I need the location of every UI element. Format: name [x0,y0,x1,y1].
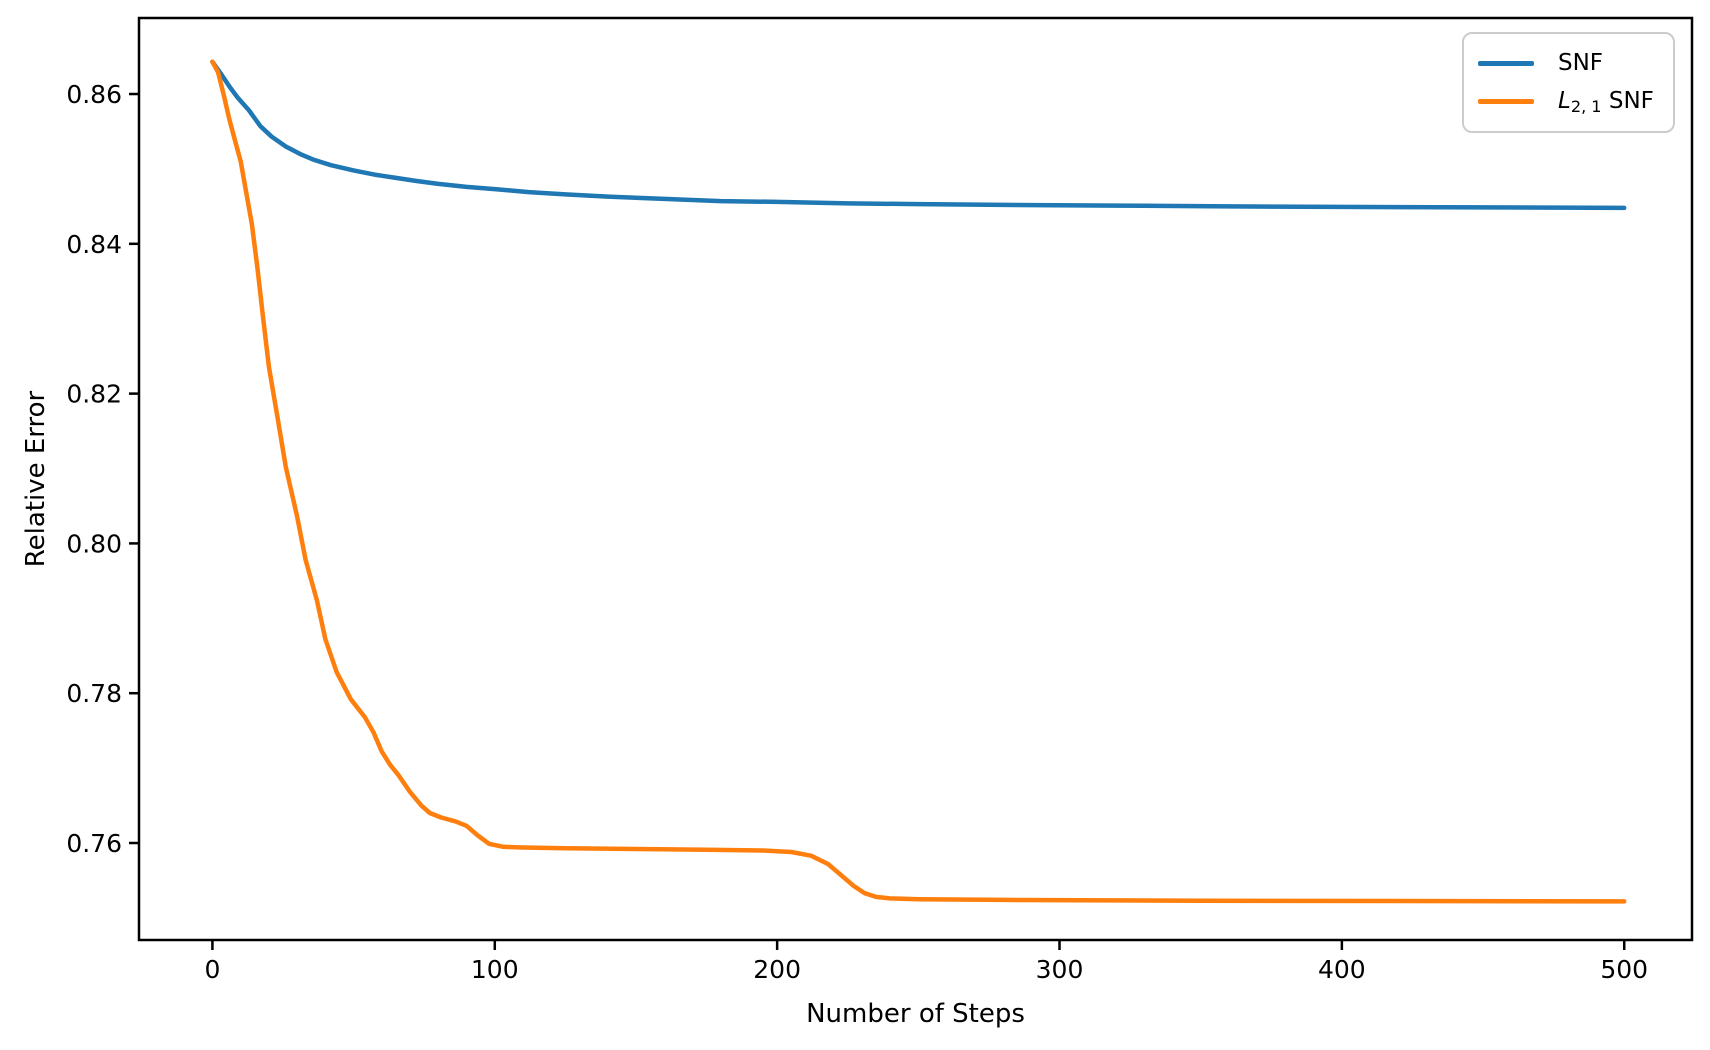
x-tick-label: 100 [471,955,519,984]
y-tick-label: 0.82 [66,380,122,409]
legend-item-l21-snf: L2, 1 SNF [1478,87,1659,116]
series-line-l2-1-snf [210,59,1627,904]
y-tick-label: 0.86 [66,80,122,109]
y-axis-label: Relative Error [21,390,51,567]
legend-line-sample-l21-snf [1478,98,1534,104]
series-line-snf [210,59,1627,211]
plot-frame [137,16,1694,942]
legend-label-l21-suffix: SNF [1601,87,1654,114]
y-tick-label: 0.78 [66,679,122,708]
legend: SNF L2, 1 SNF [1462,32,1675,133]
legend-item-snf: SNF [1478,52,1659,75]
y-tick-label: 0.76 [66,829,122,858]
x-tick-label: 200 [753,955,801,984]
y-tick-label: 0.84 [66,230,122,259]
legend-line-sample-snf [1478,61,1534,67]
x-tick-label: 400 [1318,955,1366,984]
legend-label-l21-prefix: L [1558,87,1571,114]
x-tick-label: 500 [1600,955,1648,984]
legend-label-l21-snf: L2, 1 SNF [1558,87,1654,116]
legend-label-snf: SNF [1558,50,1604,77]
y-tick-label: 0.80 [66,529,122,558]
x-axis-label: Number of Steps [806,999,1025,1029]
legend-label-l21-subscript: 2, 1 [1570,96,1602,116]
x-tick-label: 0 [204,955,220,984]
x-tick-label: 300 [1036,955,1084,984]
